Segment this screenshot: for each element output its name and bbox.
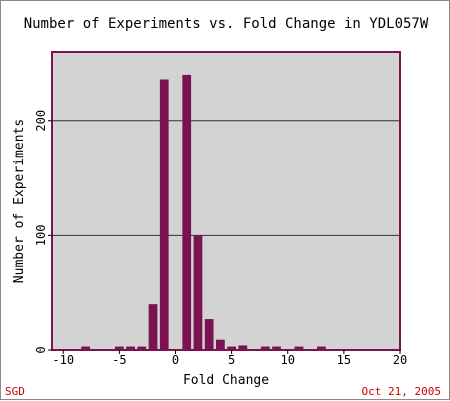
bar bbox=[272, 346, 281, 350]
x-tick-label: -5 bbox=[112, 353, 126, 367]
bar bbox=[238, 345, 248, 350]
plot-area bbox=[52, 52, 400, 350]
x-tick-label: -10 bbox=[52, 353, 74, 367]
bar bbox=[204, 319, 214, 350]
bar bbox=[193, 235, 203, 350]
bar bbox=[182, 74, 192, 350]
bar bbox=[227, 346, 236, 350]
x-tick-label: 15 bbox=[337, 353, 351, 367]
bar bbox=[81, 346, 91, 350]
y-axis-label: Number of Experiments bbox=[12, 119, 27, 283]
bar bbox=[137, 346, 147, 350]
bar bbox=[260, 346, 270, 350]
bar bbox=[148, 304, 158, 350]
plot-border bbox=[51, 51, 401, 351]
x-axis-ticks: -10 -5 0 5 10 15 20 bbox=[52, 350, 407, 367]
bar bbox=[126, 346, 135, 350]
chart-title: Number of Experiments vs. Fold Change in… bbox=[24, 16, 429, 32]
x-tick-label: 5 bbox=[228, 353, 235, 367]
y-tick-label: 0 bbox=[34, 346, 48, 353]
x-tick-label: 20 bbox=[393, 353, 407, 367]
date-label: Oct 21, 2005 bbox=[361, 385, 441, 398]
bar bbox=[294, 346, 304, 350]
bars bbox=[81, 74, 326, 350]
x-tick-label: 0 bbox=[172, 353, 179, 367]
y-tick-label: 100 bbox=[34, 225, 48, 247]
x-axis-label: Fold Change bbox=[183, 373, 269, 388]
x-tick-label: 10 bbox=[281, 353, 295, 367]
bar bbox=[159, 79, 169, 350]
bar bbox=[216, 339, 225, 350]
source-label: SGD bbox=[5, 385, 25, 398]
y-tick-label: 200 bbox=[34, 110, 48, 132]
gridlines bbox=[52, 120, 400, 236]
bar bbox=[114, 346, 124, 350]
y-axis-ticks: 0 100 200 bbox=[34, 110, 52, 354]
bar bbox=[317, 346, 326, 350]
